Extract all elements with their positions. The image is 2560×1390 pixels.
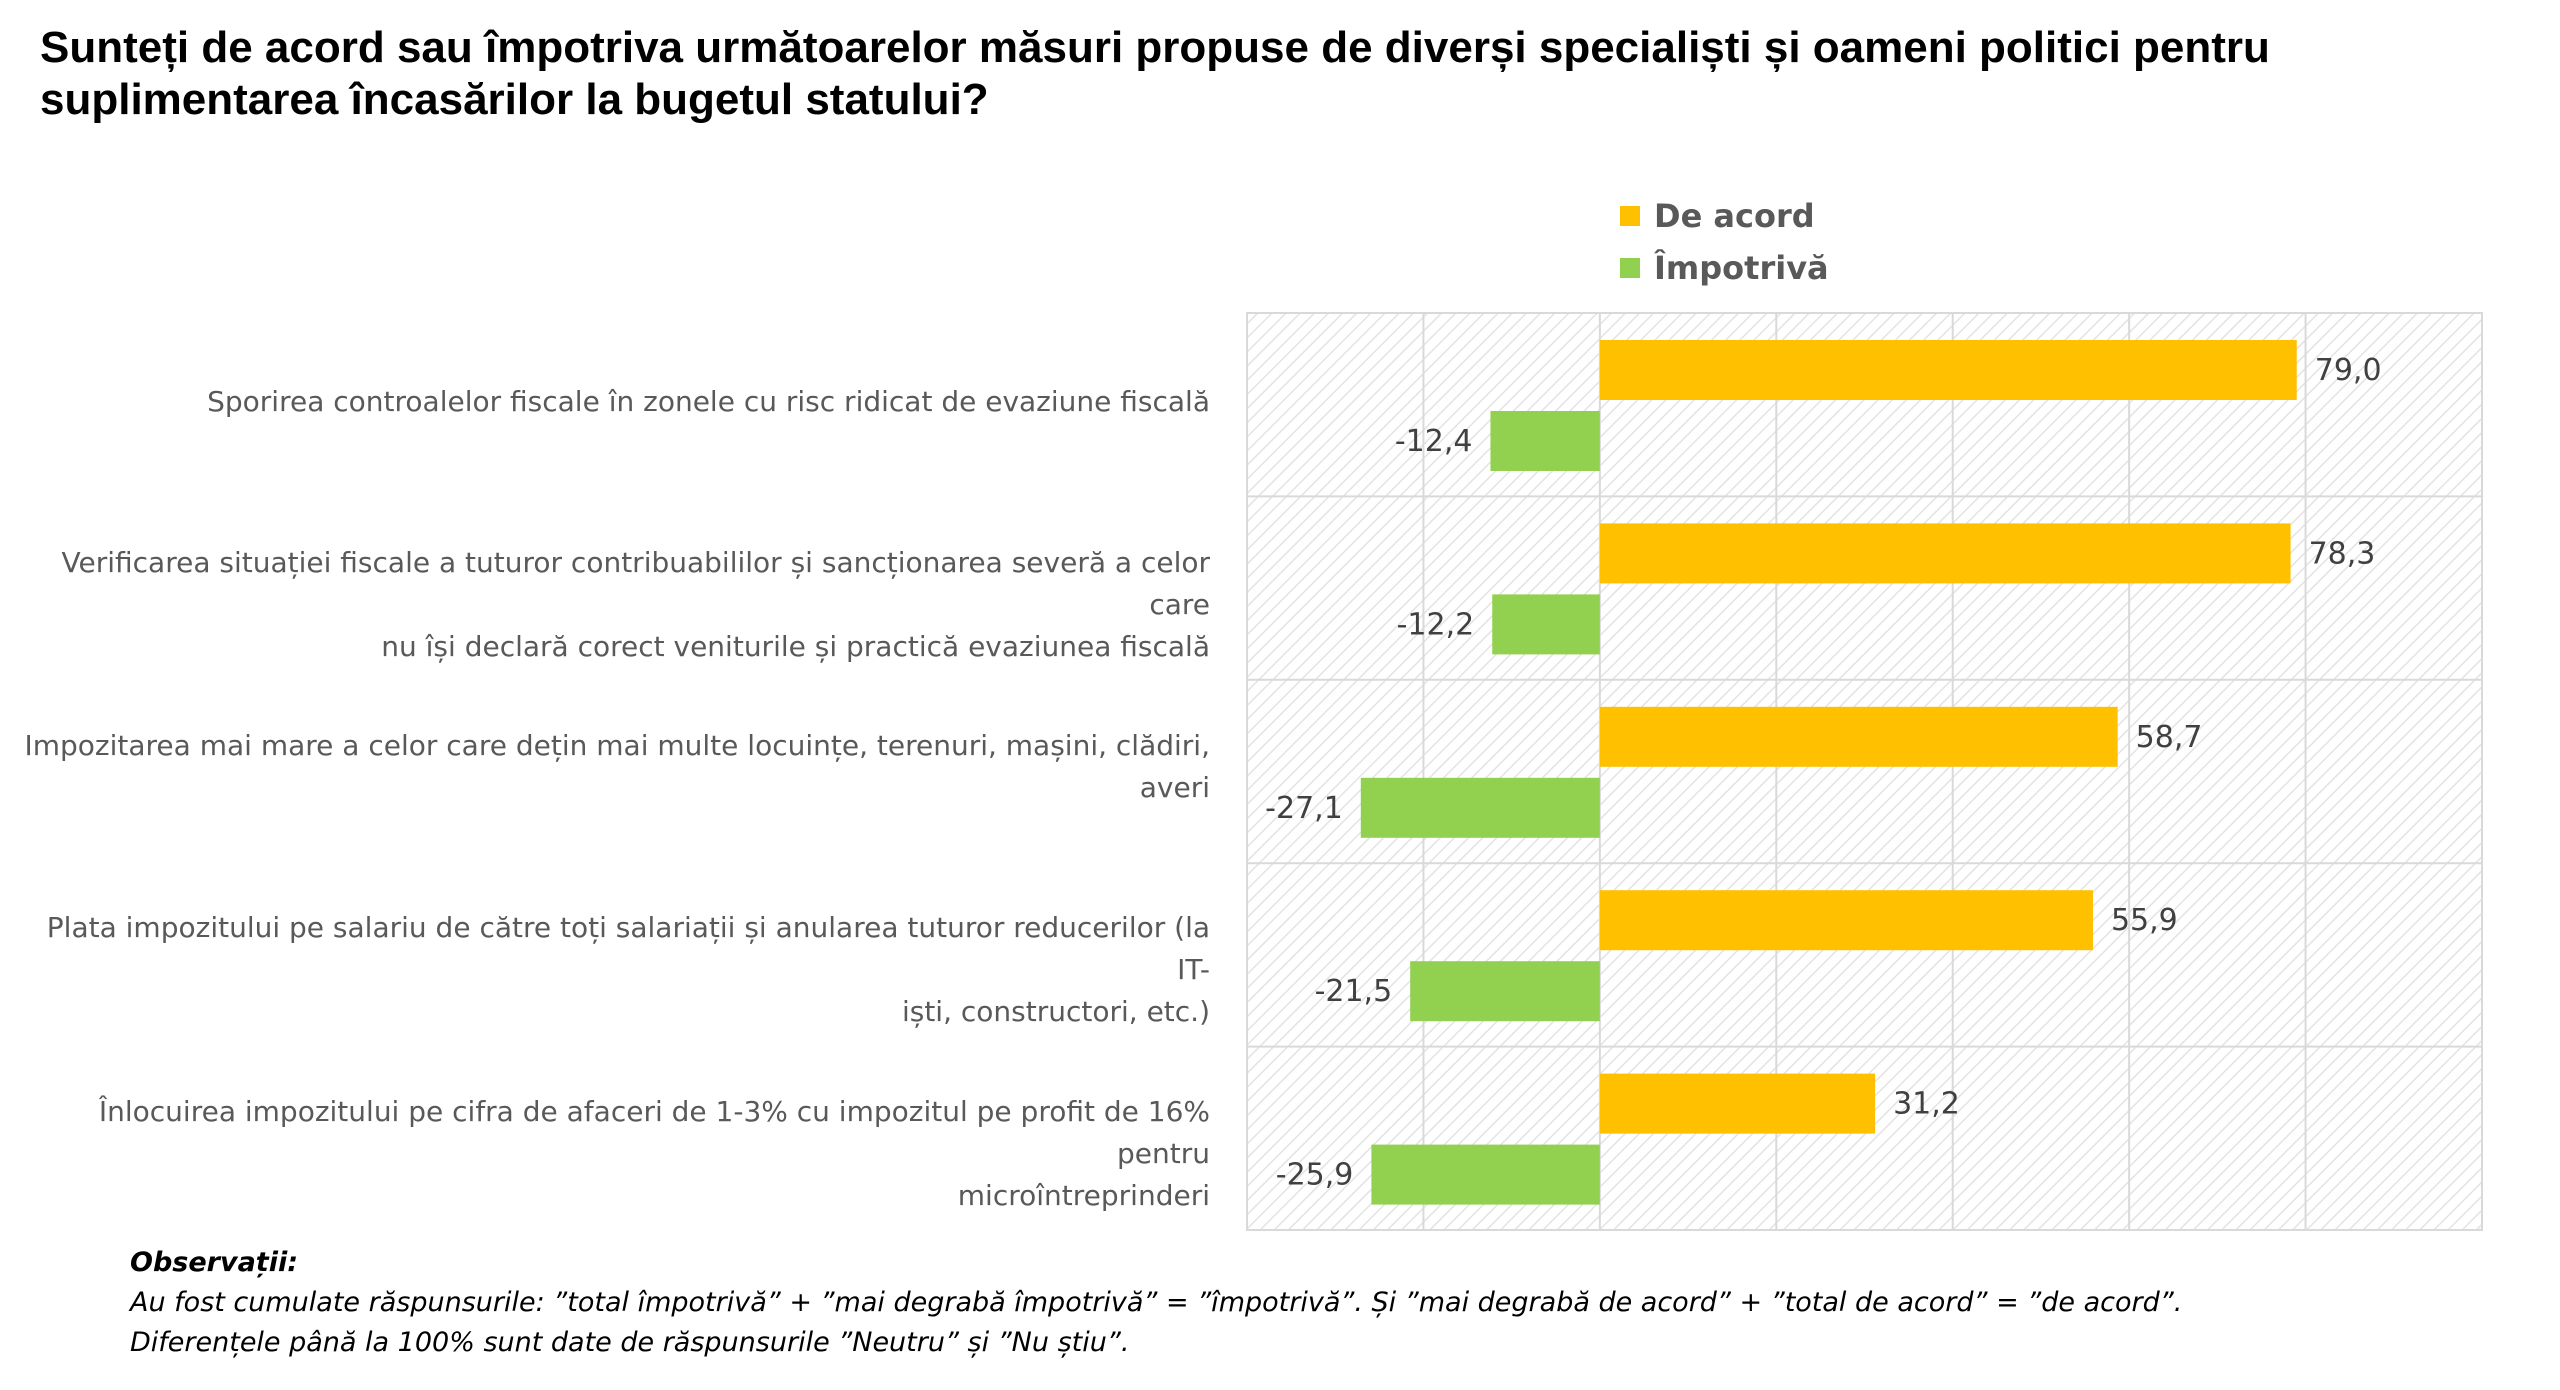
category-label-3-line-1: Impozitarea mai mare a celor care dețin … [24,729,1210,762]
bar-impotriva-3 [1360,777,1600,838]
category-label-2-line-2: nu își declară corect veniturile și prac… [381,630,1210,663]
bar-impotriva-2 [1492,594,1600,655]
legend-swatch-impotriva [1620,258,1640,278]
value-label-impotriva-5: -25,9 [1276,1158,1354,1193]
category-label-5-line-1: Înlocuirea impozitului pe cifra de aface… [98,1095,1210,1170]
bar-impotriva-4 [1410,961,1600,1022]
notes: Observații: Au fost cumulate răspunsuril… [130,1243,2530,1363]
chart-title-line-1: Sunteți de acord sau împotriva următoare… [40,23,2270,72]
bar-de-acord-5 [1599,1073,1876,1134]
category-label-4: Plata impozitului pe salariu de către to… [10,907,1210,1033]
notes-title: Observații: [130,1247,299,1278]
value-label-de-acord-3: 58,7 [2136,720,2203,755]
chart-title-line-2: suplimentarea încasărilor la bugetul sta… [40,75,989,124]
chart-title: Sunteți de acord sau împotriva următoare… [40,22,2540,126]
bar-de-acord-4 [1599,890,2093,951]
category-label-3-line-2: averi [1139,771,1210,804]
category-label-4-line-1: Plata impozitului pe salariu de către to… [46,911,1210,986]
value-label-impotriva-2: -12,2 [1397,607,1475,642]
category-label-4-line-2: iști, constructori, etc.) [901,995,1210,1028]
bar-de-acord-1 [1599,340,2297,400]
category-label-5-line-2: microîntreprinderi [957,1179,1210,1212]
category-label-1-line-1: Sporirea controalelor fiscale în zonele … [207,385,1210,418]
bar-impotriva-5 [1371,1144,1600,1205]
category-label-5: Înlocuirea impozitului pe cifra de aface… [10,1091,1210,1217]
value-label-impotriva-3: -27,1 [1265,791,1343,826]
category-label-3: Impozitarea mai mare a celor care dețin … [10,725,1210,809]
legend-label-impotriva: Împotrivă [1654,249,1829,287]
bar-de-acord-2 [1599,523,2291,584]
value-label-de-acord-1: 79,0 [2315,353,2382,388]
value-label-de-acord-2: 78,3 [2309,536,2376,571]
bar-impotriva-1 [1490,411,1600,471]
value-label-de-acord-4: 55,9 [2111,903,2178,938]
category-label-2: Verificarea situației fiscale a tuturor … [10,542,1210,668]
notes-line-1: Au fost cumulate răspunsurile: ”total îm… [130,1287,2183,1318]
bar-de-acord-3 [1599,706,2118,767]
notes-line-2: Diferențele până la 100% sunt date de ră… [130,1327,1130,1358]
value-label-de-acord-5: 31,2 [1893,1087,1960,1122]
category-label-2-line-1: Verificarea situației fiscale a tuturor … [61,546,1210,621]
value-label-impotriva-1: -12,4 [1395,424,1473,459]
legend-item-impotriva: Împotrivă [1620,242,1829,294]
legend-swatch-de-acord [1620,206,1640,226]
legend: De acord Împotrivă [1620,190,1829,294]
value-label-impotriva-4: -21,5 [1315,974,1393,1009]
category-label-1: Sporirea controalelor fiscale în zonele … [10,381,1210,423]
legend-label-de-acord: De acord [1654,197,1815,235]
legend-item-de-acord: De acord [1620,190,1829,242]
